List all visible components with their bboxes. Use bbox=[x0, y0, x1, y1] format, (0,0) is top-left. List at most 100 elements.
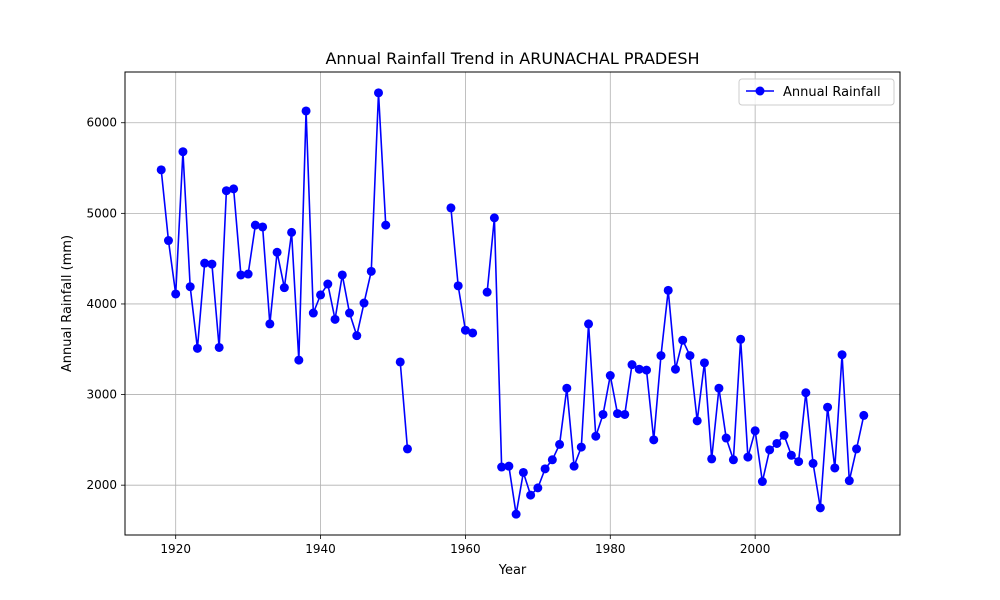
data-point bbox=[258, 222, 268, 232]
data-point bbox=[381, 220, 391, 230]
y-tick-label: 5000 bbox=[86, 206, 117, 220]
data-point bbox=[547, 455, 557, 465]
data-point bbox=[301, 106, 311, 116]
y-tick-label: 6000 bbox=[86, 116, 117, 130]
data-point bbox=[540, 464, 550, 474]
data-point bbox=[656, 351, 666, 361]
data-point bbox=[352, 331, 362, 341]
data-point bbox=[221, 186, 231, 196]
y-tick-label: 4000 bbox=[86, 297, 117, 311]
series-line-segment bbox=[160, 92, 387, 361]
data-point bbox=[801, 388, 811, 398]
data-point bbox=[598, 409, 608, 419]
x-tick-label: 1940 bbox=[305, 542, 336, 556]
legend-box bbox=[738, 78, 895, 106]
data-point bbox=[171, 289, 181, 299]
data-point bbox=[707, 454, 717, 464]
x-tick-label: 1960 bbox=[450, 542, 481, 556]
data-point bbox=[562, 383, 572, 393]
data-point bbox=[526, 490, 536, 500]
data-point bbox=[489, 213, 499, 223]
data-point bbox=[692, 416, 702, 426]
data-point bbox=[779, 430, 789, 440]
data-point bbox=[279, 283, 289, 293]
data-point bbox=[446, 203, 456, 213]
data-point bbox=[852, 444, 862, 454]
data-point bbox=[330, 314, 340, 324]
data-point bbox=[395, 357, 405, 367]
data-point bbox=[634, 364, 644, 374]
data-point bbox=[620, 409, 630, 419]
data-point bbox=[584, 319, 594, 329]
data-point bbox=[265, 319, 275, 329]
data-point bbox=[743, 452, 753, 462]
data-point bbox=[308, 308, 318, 318]
data-point bbox=[627, 360, 637, 370]
data-point bbox=[316, 290, 326, 300]
data-point bbox=[772, 438, 782, 448]
data-point bbox=[670, 364, 680, 374]
data-point bbox=[533, 483, 543, 493]
data-point bbox=[178, 147, 188, 157]
data-point bbox=[844, 476, 854, 486]
plot-area-frame bbox=[124, 71, 901, 536]
data-point bbox=[576, 442, 586, 452]
data-point bbox=[678, 335, 688, 345]
data-point bbox=[185, 282, 195, 292]
data-point bbox=[823, 402, 833, 412]
data-point bbox=[837, 350, 847, 360]
data-point bbox=[200, 258, 210, 268]
y-tick-label: 3000 bbox=[86, 388, 117, 402]
data-point bbox=[163, 236, 173, 246]
legend: Annual Rainfall bbox=[738, 78, 895, 106]
data-point bbox=[156, 165, 166, 175]
data-point bbox=[337, 270, 347, 280]
data-point bbox=[808, 458, 818, 468]
chart-title: Annual Rainfall Trend in ARUNACHAL PRADE… bbox=[325, 49, 699, 68]
data-point bbox=[859, 410, 869, 420]
data-point bbox=[699, 358, 709, 368]
data-point bbox=[468, 328, 478, 338]
legend-label: Annual Rainfall bbox=[783, 85, 881, 100]
data-point bbox=[366, 266, 376, 276]
data-point bbox=[649, 435, 659, 445]
series-layer bbox=[156, 88, 869, 519]
data-point bbox=[714, 383, 724, 393]
x-tick-label: 1920 bbox=[160, 542, 191, 556]
data-point bbox=[721, 433, 731, 443]
data-point bbox=[605, 371, 615, 381]
x-tick-label: 2000 bbox=[740, 542, 771, 556]
x-axis-label: Year bbox=[498, 563, 527, 578]
data-point bbox=[192, 343, 202, 353]
data-point bbox=[750, 426, 760, 436]
data-point bbox=[663, 285, 673, 295]
data-point bbox=[736, 334, 746, 344]
data-point bbox=[453, 281, 463, 291]
data-point bbox=[555, 439, 565, 449]
data-point bbox=[229, 184, 239, 194]
data-point bbox=[207, 259, 217, 269]
data-point bbox=[794, 457, 804, 467]
data-point bbox=[236, 270, 246, 280]
data-point bbox=[613, 409, 623, 419]
y-tick-label: 2000 bbox=[86, 478, 117, 492]
data-point bbox=[250, 220, 260, 230]
data-point bbox=[460, 325, 470, 335]
series-line-segment bbox=[399, 361, 409, 449]
data-point bbox=[591, 431, 601, 441]
data-point bbox=[374, 88, 383, 98]
data-point bbox=[504, 461, 514, 471]
data-point bbox=[294, 355, 304, 365]
data-point bbox=[497, 462, 507, 472]
y-axis-label: Annual Rainfall (mm) bbox=[60, 235, 75, 372]
data-point bbox=[243, 269, 253, 279]
data-point bbox=[214, 342, 224, 352]
data-point bbox=[272, 247, 282, 257]
data-point bbox=[757, 477, 767, 487]
data-point bbox=[815, 503, 825, 513]
data-point bbox=[728, 455, 738, 465]
data-point bbox=[685, 351, 695, 361]
data-point bbox=[518, 467, 528, 477]
data-point bbox=[482, 287, 492, 297]
